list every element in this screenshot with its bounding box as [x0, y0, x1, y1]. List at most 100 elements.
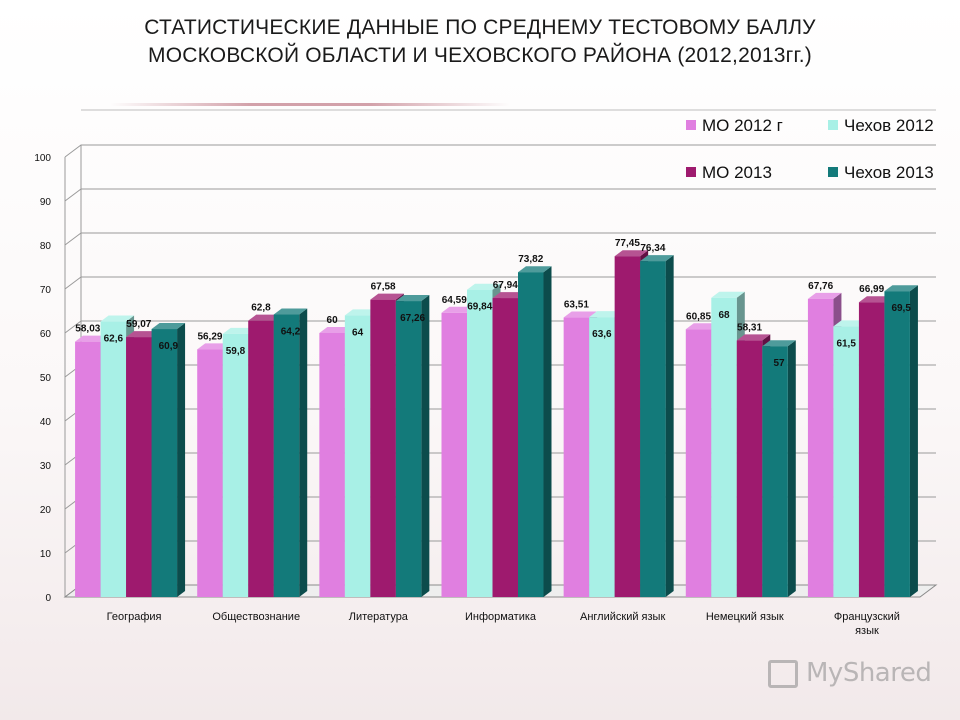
bar	[273, 314, 300, 597]
data-label: 64,2	[281, 327, 301, 338]
slide-title: СТАТИСТИЧЕСКИЕ ДАННЫЕ ПО СРЕДНЕМУ ТЕСТОВ…	[0, 14, 960, 70]
bar-side	[909, 285, 918, 597]
bar	[807, 298, 834, 597]
bar	[370, 299, 396, 597]
gridline	[64, 188, 936, 202]
y-tick-label: 30	[40, 461, 52, 472]
legend-label: МО 2012 г	[702, 116, 783, 135]
bar	[197, 349, 223, 597]
bar-top	[395, 295, 430, 302]
bar	[222, 333, 249, 597]
bar-top	[344, 309, 379, 316]
watermark: MyShared	[768, 656, 932, 696]
data-label: 66,99	[859, 284, 884, 295]
bar-top	[711, 291, 745, 298]
bar	[563, 317, 590, 597]
bar	[151, 329, 178, 597]
data-label: 57	[773, 358, 785, 369]
data-label: 58,31	[737, 322, 762, 333]
bar-top	[518, 266, 552, 273]
bar-top	[833, 320, 867, 327]
y-tick-label: 60	[40, 329, 52, 340]
presentation-board-icon	[768, 660, 798, 688]
legend-label: Чехов 2012	[844, 116, 934, 135]
data-label: 73,82	[518, 254, 543, 265]
bar	[441, 312, 467, 597]
data-label: 62,8	[251, 303, 271, 314]
bar	[762, 346, 788, 597]
bar-top	[589, 311, 623, 318]
data-label: 67,58	[371, 282, 396, 293]
y-tick-label: 10	[40, 549, 52, 560]
bar-top	[736, 334, 771, 341]
bar	[492, 298, 518, 597]
legend-swatch	[828, 167, 838, 177]
bar-top	[197, 343, 231, 350]
bar-top	[492, 292, 526, 299]
bar-top	[762, 340, 796, 347]
data-label: 62,6	[104, 334, 124, 345]
x-tick-label: Английский язык	[580, 611, 665, 623]
y-tick-label: 20	[40, 505, 52, 516]
data-label: 63,6	[592, 329, 612, 340]
y-tick-label: 40	[40, 417, 52, 428]
legend-swatch	[686, 167, 696, 177]
data-label: 64	[352, 327, 364, 338]
watermark-text: MyShared	[806, 658, 932, 688]
data-label: 67,94	[493, 280, 518, 291]
bar-top	[273, 308, 308, 315]
bar-top	[126, 331, 160, 338]
x-tick-label: Французский	[834, 611, 900, 623]
bar-side	[665, 255, 674, 597]
bar	[736, 340, 763, 597]
data-label: 69,84	[467, 302, 492, 313]
bar	[640, 261, 666, 597]
bar	[248, 320, 274, 597]
bar-top	[248, 314, 282, 321]
data-label: 64,59	[442, 295, 467, 306]
bar-top	[151, 323, 186, 330]
x-tick-label: язык	[855, 625, 879, 637]
bar-top	[467, 283, 501, 290]
data-label: 59,8	[226, 346, 246, 357]
y-tick-label: 0	[45, 593, 51, 604]
bar-top	[319, 327, 353, 333]
bar-top	[370, 293, 404, 300]
bar-side	[299, 308, 308, 597]
bar	[75, 341, 101, 597]
data-label: 59,07	[126, 319, 151, 330]
x-tick-label: Обществознание	[212, 611, 300, 623]
data-label: 67,76	[808, 281, 833, 292]
title-line-1: СТАТИСТИЧЕСКИЕ ДАННЫЕ ПО СРЕДНЕМУ ТЕСТОВ…	[144, 16, 816, 39]
bar	[614, 256, 641, 597]
data-label: 60,85	[686, 311, 711, 322]
data-label: 60,9	[159, 341, 179, 352]
bar-side	[543, 266, 552, 597]
bar	[711, 297, 737, 597]
data-label: 76,34	[640, 243, 665, 254]
bar	[100, 321, 127, 597]
y-tick-label: 50	[40, 373, 52, 384]
bar	[833, 326, 859, 597]
data-label: 61,5	[836, 338, 856, 349]
y-tick-label: 90	[40, 197, 52, 208]
bar	[589, 317, 615, 597]
data-label: 68	[718, 310, 730, 321]
bar	[858, 302, 885, 597]
bar-top	[441, 306, 475, 313]
title-decoration	[110, 103, 510, 106]
title-line-2: МОСКОВСКОЙ ОБЛАСТИ И ЧЕХОВСКОГО РАЙОНА (…	[148, 44, 812, 67]
bar-top	[858, 296, 893, 303]
data-label: 77,45	[615, 238, 640, 249]
data-label: 56,29	[197, 331, 222, 342]
gridline	[64, 232, 936, 246]
bar-top	[222, 327, 257, 334]
bar-side	[177, 323, 186, 597]
bar-top	[614, 250, 649, 257]
data-label: 67,26	[400, 313, 425, 324]
y-tick-label: 70	[40, 285, 52, 296]
gridline	[64, 144, 936, 158]
y-tick-label: 80	[40, 241, 52, 252]
bar-side	[787, 340, 796, 597]
